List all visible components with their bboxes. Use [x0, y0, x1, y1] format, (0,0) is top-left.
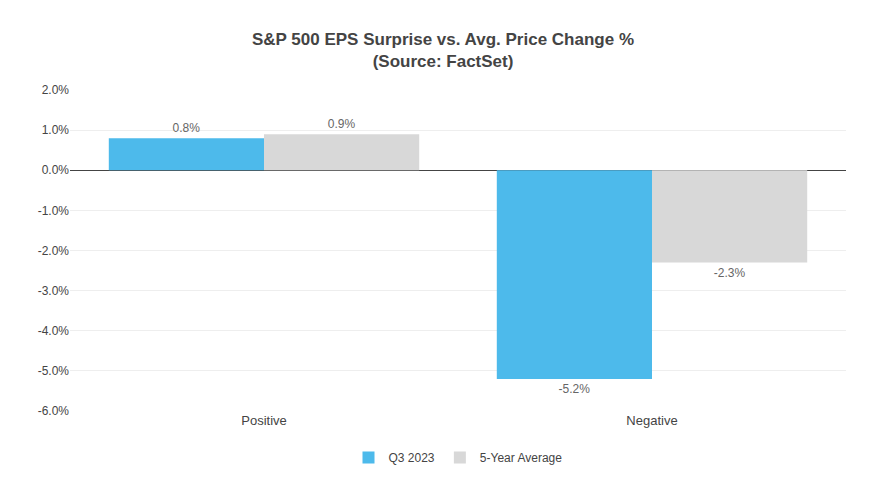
svg-text:-6.0%: -6.0% [38, 404, 70, 418]
svg-text:-2.0%: -2.0% [38, 244, 70, 258]
svg-text:-3.0%: -3.0% [38, 284, 70, 298]
svg-text:0.8%: 0.8% [173, 121, 201, 135]
svg-text:0.9%: 0.9% [328, 117, 356, 131]
svg-text:-5.0%: -5.0% [38, 364, 70, 378]
svg-text:Positive: Positive [241, 413, 287, 428]
svg-text:-2.3%: -2.3% [714, 266, 746, 280]
svg-text:-4.0%: -4.0% [38, 324, 70, 338]
svg-text:-1.0%: -1.0% [38, 204, 70, 218]
svg-text:Negative: Negative [626, 413, 677, 428]
svg-text:0.0%: 0.0% [42, 163, 70, 177]
svg-text:2.0%: 2.0% [42, 83, 70, 97]
svg-text:1.0%: 1.0% [42, 123, 70, 137]
svg-text:S&P 500 EPS Surprise vs. Avg.: S&P 500 EPS Surprise vs. Avg. Price Chan… [252, 30, 634, 71]
svg-text:Q3 2023: Q3 2023 [389, 451, 435, 465]
svg-text:5-Year Average: 5-Year Average [480, 451, 562, 465]
svg-text:-5.2%: -5.2% [559, 382, 591, 396]
